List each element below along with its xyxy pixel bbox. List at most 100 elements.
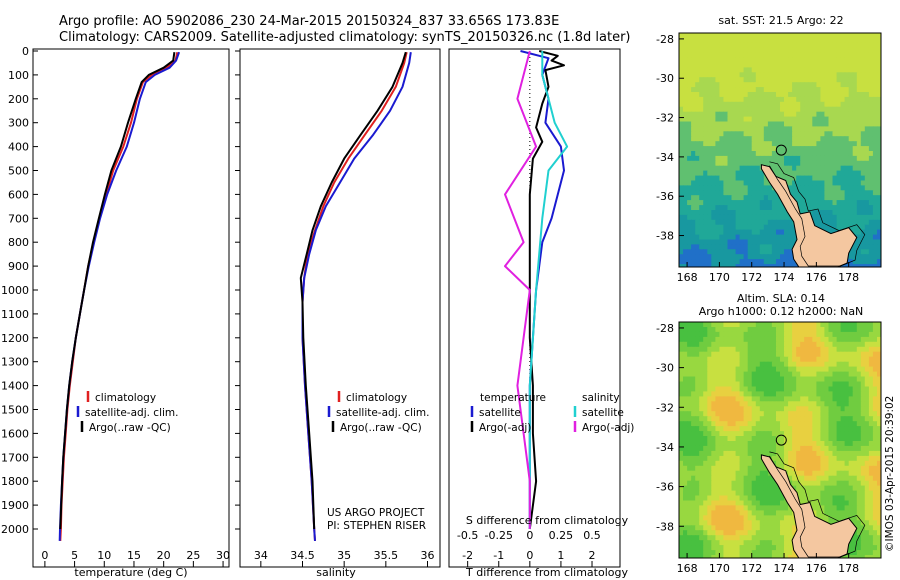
map-cell <box>707 525 712 531</box>
map-cell <box>755 436 761 442</box>
map-cell <box>719 361 725 368</box>
map-cell <box>860 445 866 452</box>
map-cell <box>679 42 684 49</box>
map-cell <box>780 421 785 427</box>
map-cell <box>691 450 696 457</box>
map-cell <box>767 495 773 502</box>
map-cell <box>739 165 745 172</box>
map-cell <box>731 495 737 502</box>
map-cell <box>739 386 745 393</box>
map-cell <box>683 87 688 93</box>
map-cell <box>679 106 684 113</box>
lon-tick-label: 174 <box>774 271 795 284</box>
map-cell <box>699 445 704 452</box>
map-cell <box>828 106 834 113</box>
map-cell <box>796 341 801 348</box>
map-cell <box>820 480 826 487</box>
map-cell <box>868 151 874 157</box>
map-cell <box>679 505 684 511</box>
map-cell <box>763 490 769 497</box>
map-cell <box>771 136 777 142</box>
map-cell <box>852 170 858 177</box>
map-cell <box>868 200 874 206</box>
map-cell <box>800 376 805 383</box>
map-cell <box>719 57 725 64</box>
map-cell <box>828 436 834 442</box>
map-cell <box>711 57 716 64</box>
map-cell <box>695 224 700 231</box>
map-cell <box>723 141 729 147</box>
map-cell <box>872 515 878 521</box>
map-cell <box>691 62 696 69</box>
map-cell <box>743 441 749 447</box>
map-cell <box>727 411 733 417</box>
map-cell <box>852 111 858 118</box>
map-cell <box>755 67 761 73</box>
map-cell <box>812 205 817 211</box>
map-cell <box>832 37 838 44</box>
map-cell <box>864 96 870 103</box>
map-cell <box>739 82 745 88</box>
map-cell <box>816 116 822 123</box>
map-cell <box>759 92 765 98</box>
lon-tick-label: 170 <box>709 562 730 575</box>
map-cell <box>747 180 753 187</box>
map-cell <box>691 126 696 132</box>
map-cell <box>816 67 822 73</box>
map-cell <box>816 205 822 211</box>
map-cell <box>812 475 817 482</box>
map-cell <box>864 525 870 531</box>
map-cell <box>699 505 704 511</box>
map-cell <box>719 336 725 343</box>
map-cell <box>864 361 870 368</box>
map-cell <box>824 391 830 397</box>
map-cell <box>804 180 809 187</box>
map-cell <box>852 540 858 546</box>
map-cell <box>872 540 878 546</box>
map-cell <box>840 185 846 191</box>
map-cell <box>687 254 692 260</box>
map-cell <box>695 175 700 182</box>
map-cell <box>832 62 838 69</box>
map-cell <box>776 160 781 167</box>
map-cell <box>872 92 878 98</box>
map-cell <box>832 77 838 83</box>
map-cell <box>755 426 761 432</box>
map-cell <box>832 450 838 457</box>
map-cell <box>860 510 866 516</box>
map-cell <box>832 126 838 132</box>
map-cell <box>711 465 716 472</box>
map-cell <box>816 465 822 472</box>
map-cell <box>691 520 696 526</box>
map-cell <box>804 175 809 182</box>
map-cell <box>812 376 817 383</box>
map-cell <box>719 550 725 556</box>
map-cell <box>767 480 773 487</box>
map-cell <box>808 485 813 492</box>
map-cell <box>723 229 729 236</box>
x-tick-label: 36 <box>421 549 435 562</box>
map-cell <box>872 465 878 472</box>
map-cell <box>816 200 822 206</box>
map-cell <box>679 101 684 108</box>
map-cell <box>824 219 830 226</box>
map-cell <box>727 510 733 516</box>
map-cell <box>824 121 830 128</box>
map-cell <box>852 141 858 147</box>
map-cell <box>840 411 846 417</box>
map-cell <box>828 200 834 206</box>
map-cell <box>816 214 822 221</box>
map-cell <box>828 490 834 497</box>
map-cell <box>796 37 801 44</box>
map-cell <box>776 214 781 221</box>
map-cell <box>727 475 733 482</box>
map-cell <box>751 121 757 128</box>
map-cell <box>719 111 725 118</box>
map-cell <box>707 540 712 546</box>
map-cell <box>763 67 769 73</box>
map-cell <box>804 421 809 427</box>
map-cell <box>877 391 881 397</box>
map-cell <box>703 200 708 206</box>
map-cell <box>687 510 692 516</box>
map-cell <box>792 465 797 472</box>
